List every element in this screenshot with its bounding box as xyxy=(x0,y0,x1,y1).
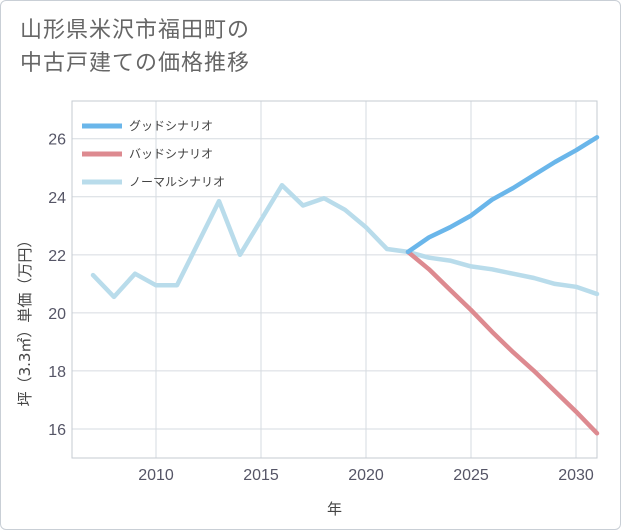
legend-label-1: バッドシナリオ xyxy=(129,147,213,161)
y-tick-label: 18 xyxy=(48,364,66,381)
series-line-1 xyxy=(405,249,600,436)
series-line-0 xyxy=(405,135,600,255)
chart-title-line-1: 山形県米沢市福田町の xyxy=(20,18,251,43)
tick-labels: 2010 2015 2020 2025 2030 16 18 20 22 24 26 xyxy=(48,132,594,484)
chart-title: 山形県米沢市福田町の 中古戸建ての価格推移 xyxy=(20,14,540,80)
y-tick-label: 20 xyxy=(48,306,66,323)
x-tick-label: 2020 xyxy=(348,467,384,484)
y-tick-label: 26 xyxy=(48,132,66,149)
y-tick-label: 16 xyxy=(48,422,66,439)
plot-border xyxy=(71,100,598,459)
x-tick-label: 2010 xyxy=(138,467,174,484)
legend-label-2: ノーマルシナリオ xyxy=(129,175,225,189)
x-tick-label: 2025 xyxy=(453,467,489,484)
chart-title-line-2: 中古戸建ての価格推移 xyxy=(20,51,251,76)
series-layer xyxy=(90,135,600,436)
legend-label-0: グッドシナリオ xyxy=(129,119,213,133)
series-line-2 xyxy=(90,182,600,300)
x-tick-label: 2030 xyxy=(558,467,594,484)
y-tick-label: 24 xyxy=(48,190,66,207)
x-axis-title: 年 xyxy=(327,500,342,518)
y-tick-label: 22 xyxy=(48,248,66,265)
x-tick-label: 2015 xyxy=(243,467,279,484)
y-axis-title: 坪（3.3㎡）単価（万円） xyxy=(16,233,34,407)
grid xyxy=(72,101,597,458)
